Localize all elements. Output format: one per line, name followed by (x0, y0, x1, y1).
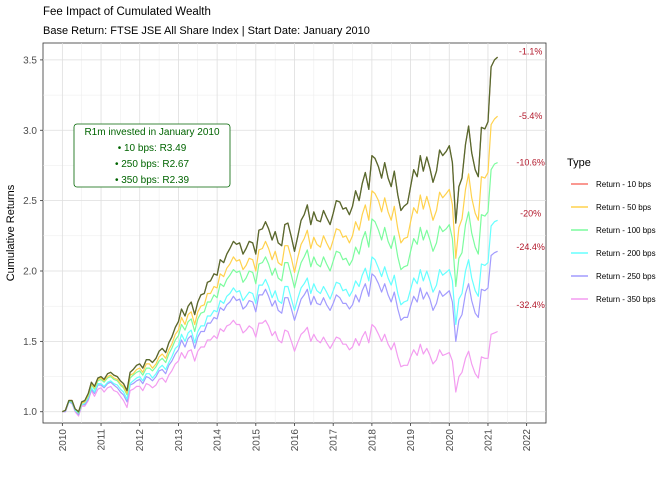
annotation-line-1: • 10 bps: R3.49 (118, 143, 187, 154)
end-label: -32.4% (516, 300, 545, 310)
legend-label: Return - 250 bps (596, 272, 656, 281)
y-tick-label: 2.0 (23, 267, 37, 278)
x-tick-label: 2010 (58, 429, 69, 452)
end-label: -1.1% (519, 46, 543, 56)
end-label: -20% (520, 208, 541, 218)
legend-title: Type (567, 157, 591, 169)
x-tick-label: 2017 (329, 429, 340, 452)
grid (43, 43, 546, 423)
series-line-200bps (62, 219, 498, 414)
annotation-line-2: • 250 bps: R2.67 (115, 159, 190, 170)
legend-label: Return - 50 bps (596, 203, 651, 212)
y-axis-title: Cumulative Returns (5, 184, 17, 281)
end-label: -10.6% (516, 158, 545, 168)
legend-label: Return - 100 bps (596, 226, 656, 235)
x-tick-label: 2019 (406, 429, 417, 452)
chart-title: Fee Impact of Cumulated Wealth (43, 6, 211, 18)
series-line-50bps (62, 115, 499, 413)
axes: 1.0 1.5 2.0 2.5 3.0 3.5 2010 2011 2012 2013 2014 20… (23, 55, 533, 451)
chart-subtitle: Base Return: FTSE JSE All Share Index | … (43, 25, 370, 37)
legend-label: Return - 10 bps (596, 180, 651, 189)
series-line-350bps (62, 319, 498, 417)
x-tick-label: 2013 (174, 429, 185, 452)
x-tick-label: 2012 (135, 429, 146, 452)
legend-label: Return - 200 bps (596, 249, 656, 258)
series-lines (62, 56, 499, 417)
series-line-250bps (62, 250, 498, 416)
x-tick-label: 2014 (213, 429, 224, 452)
end-label: -24.4% (516, 242, 545, 252)
x-tick-label: 2011 (97, 429, 108, 451)
base-series-overlay (62, 56, 499, 413)
x-tick-label: 2016 (290, 429, 301, 452)
x-tick-label: 2022 (522, 429, 533, 452)
x-tick-label: 2018 (367, 429, 378, 452)
end-label: -5.4% (519, 111, 543, 121)
y-tick-label: 3.0 (23, 126, 37, 137)
y-tick-label: 1.5 (23, 337, 37, 348)
end-labels: -1.1% -5.4% -10.6% -20% -24.4% -32.4% (516, 46, 545, 309)
x-tick-label: 2015 (251, 429, 262, 452)
legend-label: Return - 350 bps (596, 295, 656, 304)
x-tick-label: 2020 (445, 429, 456, 452)
annotation-line-3: • 350 bps: R2.39 (115, 175, 190, 186)
y-tick-label: 3.5 (23, 55, 37, 66)
annotation-heading: R1m invested in January 2010 (84, 127, 220, 138)
y-tick-label: 1.0 (23, 407, 37, 418)
y-tick-label: 2.5 (23, 196, 37, 207)
annotation-box: R1m invested in January 2010 • 10 bps: R… (73, 123, 231, 188)
legend-items: Return - 10 bps Return - 50 bps Return - 1… (571, 180, 656, 304)
x-tick-label: 2021 (483, 429, 494, 452)
series-line-100bps (62, 162, 498, 414)
annotation-frame (73, 123, 231, 188)
